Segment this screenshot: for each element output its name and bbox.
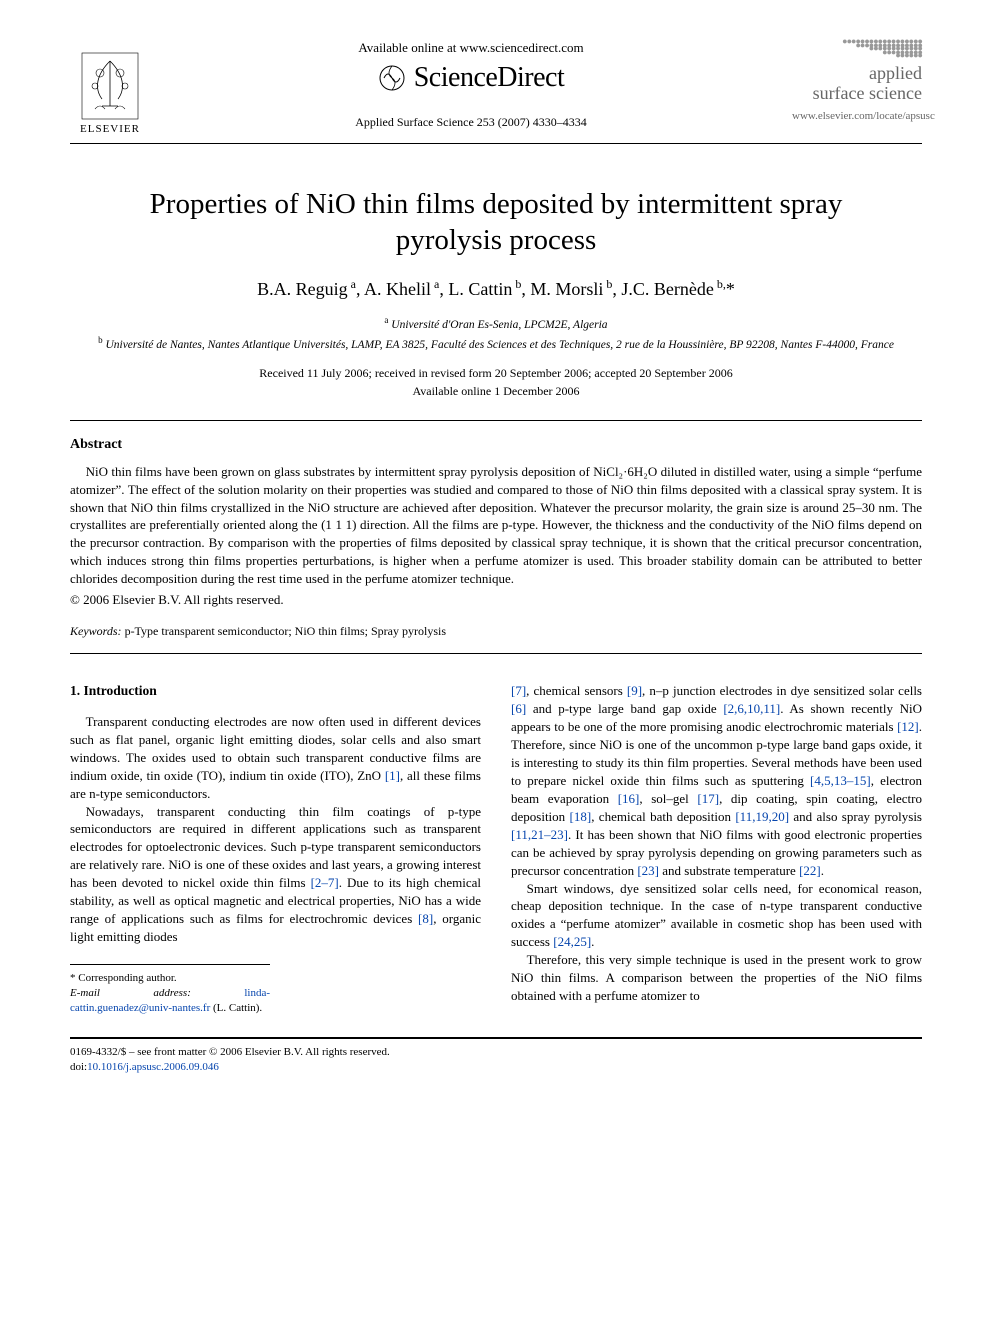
email-owner: (L. Cattin). bbox=[213, 1002, 262, 1014]
affiliations: a Université d'Oran Es-Senia, LPCM2E, Al… bbox=[70, 314, 922, 354]
abstract-top-divider bbox=[70, 420, 922, 421]
corresponding-author-block: * Corresponding author. E-mail address: … bbox=[70, 964, 270, 1017]
cite-2-6-10-11[interactable]: [2,6,10,11] bbox=[723, 701, 780, 716]
cite-1[interactable]: [1] bbox=[385, 768, 400, 783]
body-columns: 1. Introduction Transparent conducting e… bbox=[70, 682, 922, 1016]
cite-17[interactable]: [17] bbox=[697, 791, 719, 806]
journal-logo-line1: applied bbox=[792, 64, 922, 84]
abstract-copyright: © 2006 Elsevier B.V. All rights reserved… bbox=[70, 592, 922, 608]
elsevier-logo: ELSEVIER bbox=[70, 40, 150, 135]
intro-p1: Transparent conducting electrodes are no… bbox=[70, 713, 481, 803]
sciencedirect-text: ScienceDirect bbox=[414, 62, 565, 94]
cite-24-25[interactable]: [24,25] bbox=[553, 934, 591, 949]
abstract-section: Abstract NiO thin films have been grown … bbox=[70, 437, 922, 640]
cite-12[interactable]: [12] bbox=[897, 719, 919, 734]
corresponding-label: * Corresponding author. bbox=[70, 971, 270, 986]
available-online-text: Available online at www.sciencedirect.co… bbox=[170, 40, 772, 56]
footer-block: 0169-4332/$ – see front matter © 2006 El… bbox=[70, 1037, 922, 1076]
intro-right-p3: Therefore, this very simple technique is… bbox=[511, 951, 922, 1005]
abstract-heading: Abstract bbox=[70, 437, 922, 453]
online-line: Available online 1 December 2006 bbox=[70, 382, 922, 400]
affiliation-b: Université de Nantes, Nantes Atlantique … bbox=[105, 338, 894, 350]
journal-logo: ●●●●●●●●●●●●●●●●●●●●●●●●●●●●●●●●●●●●●●●●… bbox=[792, 40, 922, 122]
intro-heading: 1. Introduction bbox=[70, 682, 481, 701]
authors-line: B.A. Reguig a, A. Khelil a, L. Cattin b,… bbox=[70, 277, 922, 300]
journal-url: www.elsevier.com/locate/apsusc bbox=[792, 110, 922, 122]
sciencedirect-icon bbox=[378, 64, 406, 92]
cite-9[interactable]: [9] bbox=[627, 683, 642, 698]
right-column: [7], chemical sensors [9], n–p junction … bbox=[511, 682, 922, 1016]
affiliation-a: Université d'Oran Es-Senia, LPCM2E, Alge… bbox=[391, 318, 607, 330]
corresponding-email-line: E-mail address: linda-cattin.guenadez@un… bbox=[70, 986, 270, 1016]
elsevier-label: ELSEVIER bbox=[80, 123, 140, 135]
intro-p2: Nowadays, transparent conducting thin fi… bbox=[70, 803, 481, 947]
cite-8[interactable]: [8] bbox=[418, 911, 433, 926]
received-line: Received 11 July 2006; received in revis… bbox=[70, 364, 922, 382]
cite-2-7[interactable]: [2–7] bbox=[311, 875, 339, 890]
center-header: Available online at www.sciencedirect.co… bbox=[150, 40, 792, 130]
cite-11-21-23[interactable]: [11,21–23] bbox=[511, 827, 568, 842]
keywords-text: p-Type transparent semiconductor; NiO th… bbox=[125, 624, 446, 638]
journal-logo-line2: surface science bbox=[792, 84, 922, 104]
sciencedirect-brand: ScienceDirect bbox=[378, 62, 565, 94]
cite-4-5-13-15[interactable]: [4,5,13–15] bbox=[810, 773, 871, 788]
article-dates: Received 11 July 2006; received in revis… bbox=[70, 364, 922, 400]
cite-18[interactable]: [18] bbox=[570, 809, 592, 824]
left-column: 1. Introduction Transparent conducting e… bbox=[70, 682, 481, 1016]
abstract-bottom-divider bbox=[70, 653, 922, 654]
article-title: Properties of NiO thin films deposited b… bbox=[110, 186, 882, 259]
cite-23[interactable]: [23] bbox=[637, 863, 659, 878]
cite-11-19-20[interactable]: [11,19,20] bbox=[735, 809, 789, 824]
cite-22[interactable]: [22] bbox=[799, 863, 821, 878]
header-divider bbox=[70, 143, 922, 144]
cite-16[interactable]: [16] bbox=[618, 791, 640, 806]
intro-right-p1: [7], chemical sensors [9], n–p junction … bbox=[511, 682, 922, 879]
doi-link[interactable]: 10.1016/j.apsusc.2006.09.046 bbox=[87, 1061, 219, 1073]
journal-logo-dots: ●●●●●●●●●●●●●●●●●●●●●●●●●●●●●●●●●●●●●●●●… bbox=[792, 40, 922, 58]
journal-citation: Applied Surface Science 253 (2007) 4330–… bbox=[170, 115, 772, 130]
doi-label: doi: bbox=[70, 1061, 87, 1073]
cite-6[interactable]: [6] bbox=[511, 701, 526, 716]
abstract-text: NiO thin films have been grown on glass … bbox=[70, 463, 922, 589]
header-row: ELSEVIER Available online at www.science… bbox=[70, 40, 922, 135]
email-label: E-mail address: bbox=[70, 987, 191, 999]
doi-line: doi:10.1016/j.apsusc.2006.09.046 bbox=[70, 1060, 922, 1075]
cite-7[interactable]: [7] bbox=[511, 683, 526, 698]
issn-line: 0169-4332/$ – see front matter © 2006 El… bbox=[70, 1045, 922, 1060]
keywords-label: Keywords: bbox=[70, 624, 122, 638]
elsevier-tree-icon bbox=[80, 51, 140, 121]
keywords-line: Keywords: p-Type transparent semiconduct… bbox=[70, 624, 922, 639]
intro-right-p2: Smart windows, dye sensitized solar cell… bbox=[511, 880, 922, 952]
